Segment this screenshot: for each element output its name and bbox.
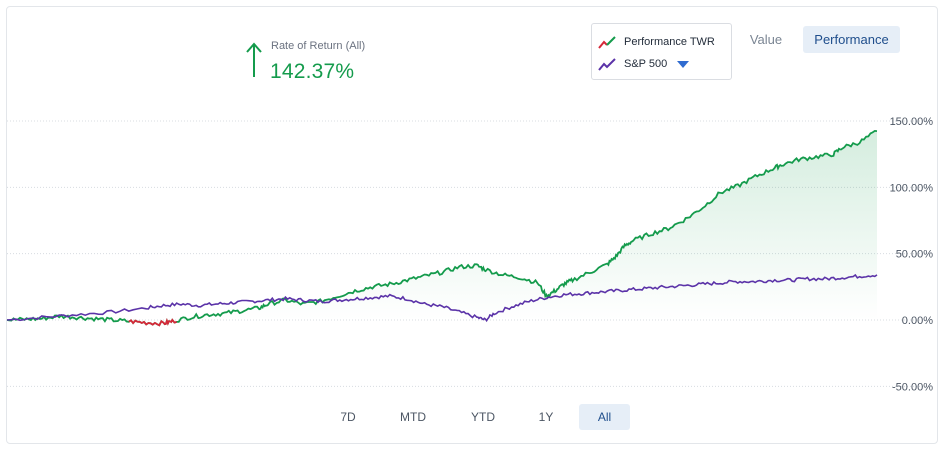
trend-line-icon: [598, 36, 616, 49]
chart-legend: Performance TWR S&P 500: [591, 23, 732, 80]
y-tick-label: 0.00%: [902, 315, 933, 327]
range-mtd-button[interactable]: MTD: [400, 410, 426, 424]
range-7d-button[interactable]: 7D: [340, 410, 356, 424]
legend-item-sp500[interactable]: S&P 500: [598, 55, 690, 73]
performance-view-button[interactable]: Performance: [803, 26, 900, 53]
rate-of-return-value: 142.37%: [270, 60, 355, 83]
legend-label: Performance TWR: [624, 36, 715, 48]
range-1y-button[interactable]: 1Y: [538, 410, 554, 424]
chart-series: [6, 129, 878, 327]
arrow-up-icon: [246, 42, 262, 77]
rate-of-return-label: Rate of Return (All): [271, 40, 366, 52]
range-ytd-button[interactable]: YTD: [471, 410, 495, 424]
y-tick-label: 150.00%: [890, 116, 934, 128]
y-tick-label: -50.00%: [892, 381, 933, 393]
legend-item-performance-twr[interactable]: Performance TWR: [598, 33, 715, 51]
legend-label: S&P 500: [624, 58, 668, 70]
chart-grid: [7, 120, 930, 387]
y-tick-label: 100.00%: [890, 182, 934, 194]
performance-negative-segment: [128, 318, 177, 327]
performance-area-fill: [7, 130, 877, 320]
y-axis-ticks: 150.00% 100.00% 50.00% 0.00% -50.00%: [890, 116, 934, 393]
y-tick-label: 50.00%: [896, 249, 934, 261]
chevron-down-icon[interactable]: [677, 60, 690, 68]
value-view-button[interactable]: Value: [749, 32, 783, 47]
trend-line-icon: [598, 58, 616, 71]
range-all-button[interactable]: All: [579, 404, 630, 430]
sp500-series-line: [6, 273, 878, 323]
